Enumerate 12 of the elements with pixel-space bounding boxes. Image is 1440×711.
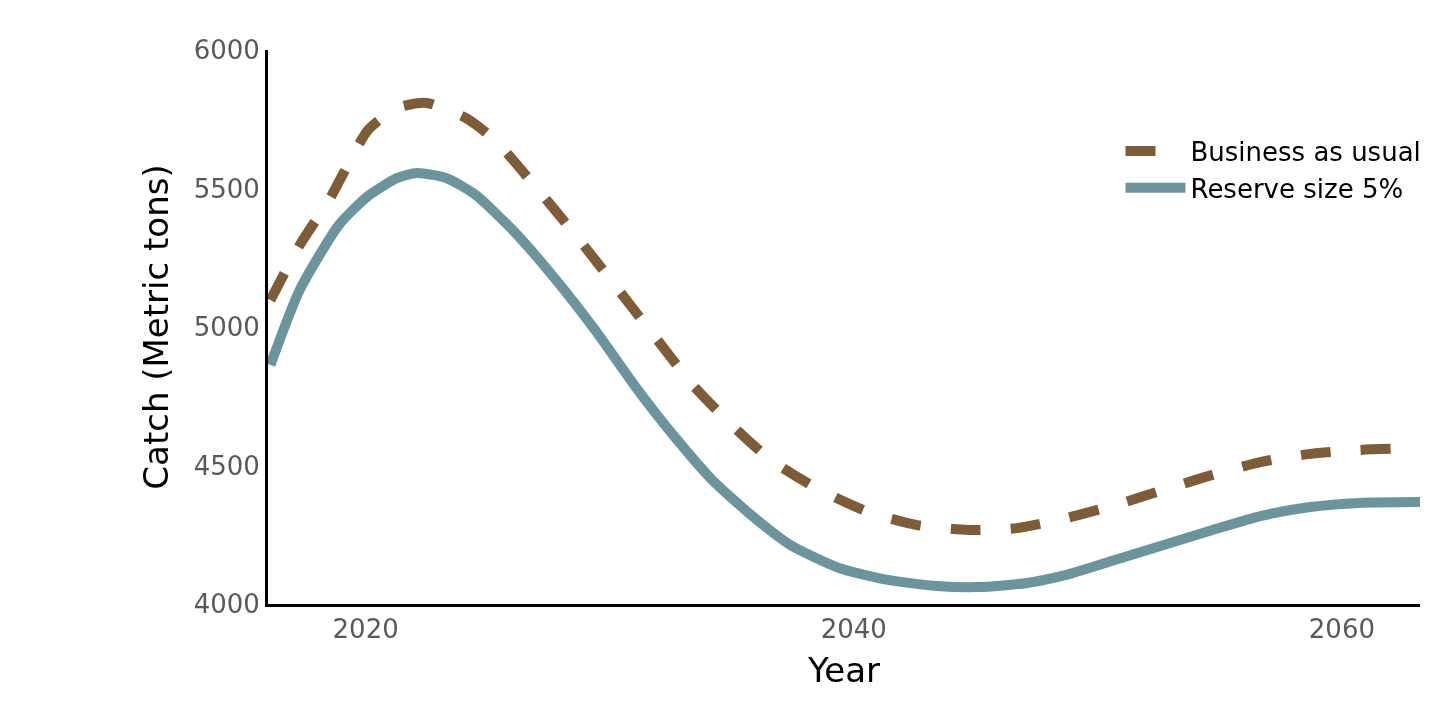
x-tick-label: 2040 bbox=[820, 614, 887, 645]
legend-label: Reserve size 5% bbox=[1190, 173, 1404, 204]
y-tick-label: 6000 bbox=[193, 35, 260, 66]
y-tick-label: 5000 bbox=[193, 312, 260, 343]
legend-label: Business as usual bbox=[1190, 137, 1421, 168]
x-tick-label: 2060 bbox=[1308, 614, 1375, 645]
y-tick-label: 4000 bbox=[193, 589, 260, 620]
x-tick-label: 2020 bbox=[332, 614, 399, 645]
x-axis-title: Year bbox=[807, 649, 881, 690]
y-tick-label: 5500 bbox=[193, 173, 260, 204]
y-tick-label: 4500 bbox=[193, 450, 260, 481]
y-axis-title: Catch (Metric tons) bbox=[136, 164, 177, 490]
